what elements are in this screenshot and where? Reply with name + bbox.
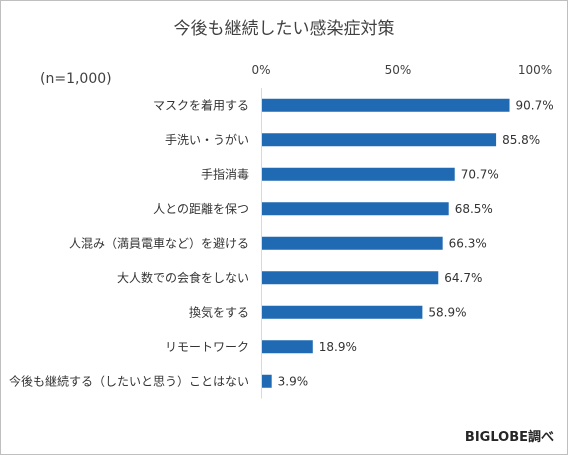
category-label: マスクを着用する bbox=[153, 97, 249, 112]
bar bbox=[262, 374, 272, 388]
bar bbox=[262, 202, 449, 216]
bar bbox=[262, 340, 313, 354]
data-label: 68.5% bbox=[455, 202, 493, 216]
bar bbox=[262, 305, 423, 319]
data-label: 3.9% bbox=[278, 374, 309, 388]
data-label: 18.9% bbox=[319, 340, 357, 354]
x-tick-label: 0% bbox=[251, 63, 270, 77]
category-label: リモートワーク bbox=[165, 340, 249, 354]
x-tick-label: 100% bbox=[518, 63, 552, 77]
x-tick-label: 50% bbox=[385, 63, 412, 77]
bar bbox=[262, 133, 497, 147]
category-label: 今後も継続する（したいと思う）ことはない bbox=[9, 373, 249, 388]
data-label: 58.9% bbox=[428, 305, 466, 319]
category-label: 大人数での会食をしない bbox=[117, 270, 249, 285]
category-label: 換気をする bbox=[189, 304, 249, 319]
data-label: 85.8% bbox=[502, 133, 540, 147]
data-label: 70.7% bbox=[461, 167, 499, 181]
data-label: 66.3% bbox=[449, 236, 487, 250]
bar bbox=[262, 271, 439, 285]
source-note: BIGLOBE調べ bbox=[464, 430, 554, 445]
data-label: 64.7% bbox=[444, 271, 482, 285]
bar bbox=[262, 98, 510, 112]
category-label: 人混み（満員電車など）を避ける bbox=[69, 236, 249, 250]
data-label: 90.7% bbox=[516, 98, 554, 112]
bar bbox=[262, 236, 443, 250]
category-label: 手指消毒 bbox=[201, 166, 249, 181]
category-label: 人との距離を保つ bbox=[153, 202, 249, 216]
sample-size-note: (n=1,000) bbox=[40, 71, 112, 87]
category-label: 手洗い・うがい bbox=[165, 132, 249, 147]
chart-title: 今後も継続したい感染症対策 bbox=[173, 19, 395, 39]
bar bbox=[262, 167, 455, 181]
